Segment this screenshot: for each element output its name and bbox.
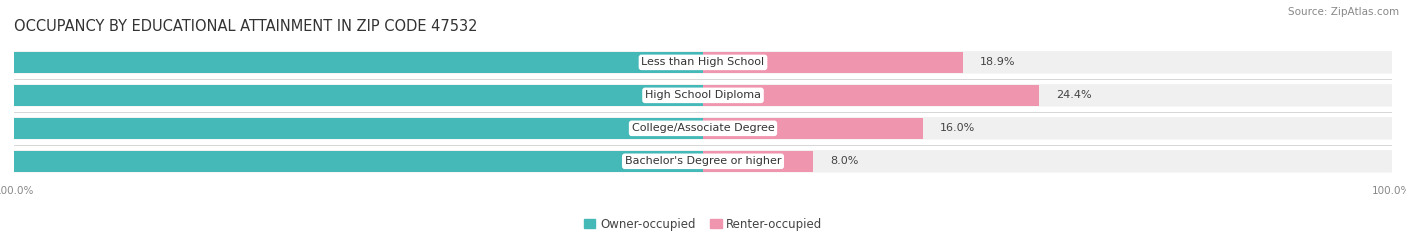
Legend: Owner-occupied, Renter-occupied: Owner-occupied, Renter-occupied xyxy=(579,213,827,233)
Text: OCCUPANCY BY EDUCATIONAL ATTAINMENT IN ZIP CODE 47532: OCCUPANCY BY EDUCATIONAL ATTAINMENT IN Z… xyxy=(14,19,478,34)
Bar xyxy=(0,118,703,139)
FancyBboxPatch shape xyxy=(14,117,1392,140)
Bar xyxy=(0,52,703,73)
Bar xyxy=(0,151,703,171)
Bar xyxy=(703,52,963,73)
Text: 8.0%: 8.0% xyxy=(830,156,858,166)
Text: High School Diploma: High School Diploma xyxy=(645,90,761,100)
Text: Less than High School: Less than High School xyxy=(641,57,765,67)
Text: 24.4%: 24.4% xyxy=(1056,90,1091,100)
Bar xyxy=(703,118,924,139)
Bar xyxy=(703,85,1039,106)
Text: College/Associate Degree: College/Associate Degree xyxy=(631,123,775,133)
Text: 16.0%: 16.0% xyxy=(941,123,976,133)
Bar xyxy=(0,85,703,106)
Text: 18.9%: 18.9% xyxy=(980,57,1015,67)
Bar xyxy=(703,151,813,171)
FancyBboxPatch shape xyxy=(14,150,1392,172)
FancyBboxPatch shape xyxy=(14,51,1392,74)
Text: Source: ZipAtlas.com: Source: ZipAtlas.com xyxy=(1288,7,1399,17)
Text: Bachelor's Degree or higher: Bachelor's Degree or higher xyxy=(624,156,782,166)
FancyBboxPatch shape xyxy=(14,84,1392,106)
